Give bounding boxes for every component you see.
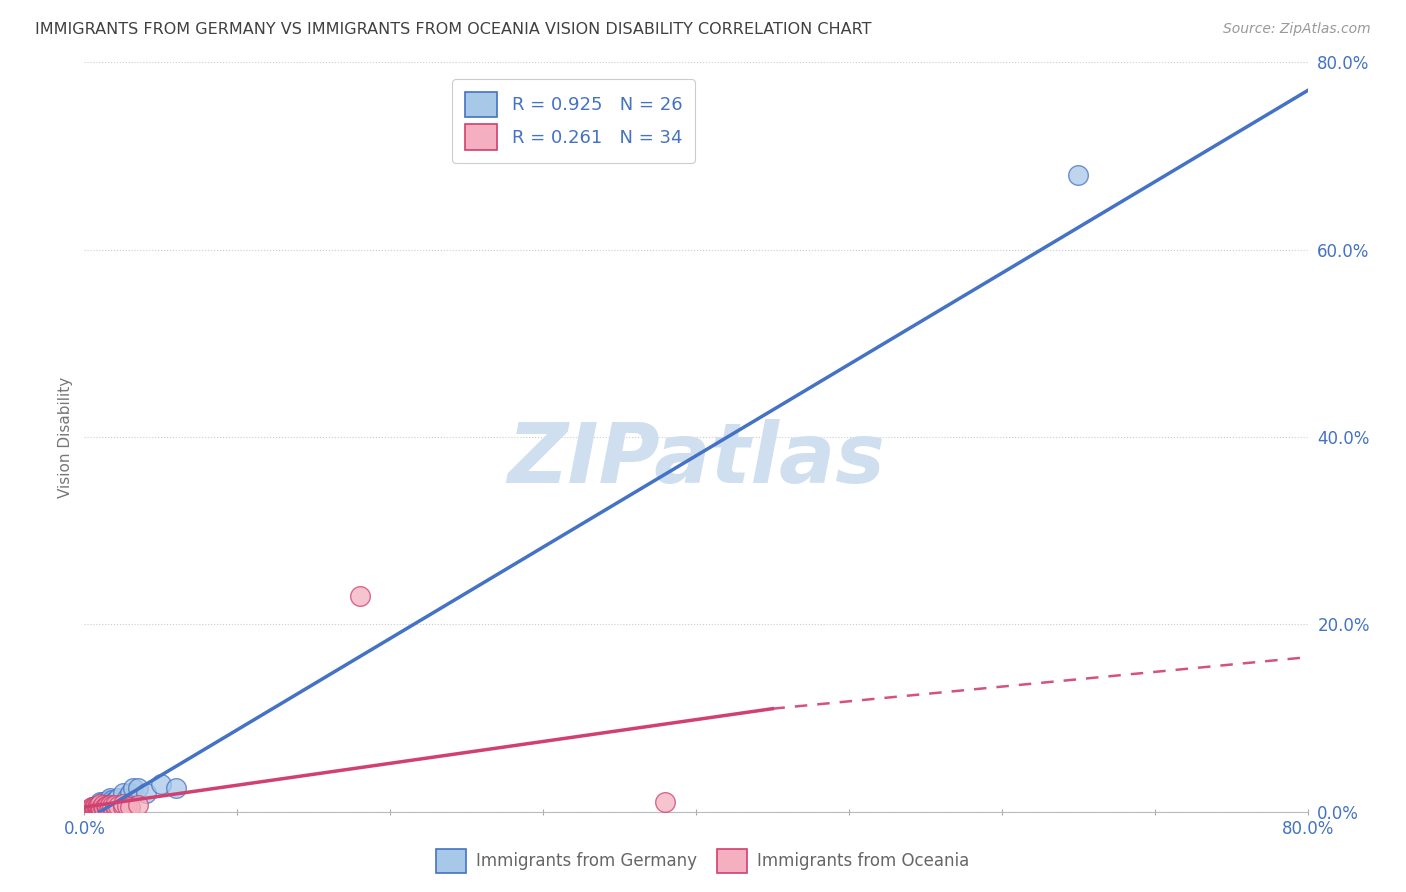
Point bbox=[89, 796, 111, 810]
Point bbox=[104, 800, 127, 814]
Point bbox=[107, 790, 129, 805]
Point bbox=[86, 798, 108, 813]
Point bbox=[86, 802, 108, 816]
Point bbox=[103, 796, 125, 810]
Point bbox=[120, 800, 142, 814]
Point bbox=[80, 800, 103, 814]
Point bbox=[80, 801, 103, 815]
Point bbox=[149, 776, 172, 791]
Point bbox=[91, 800, 114, 814]
Point bbox=[104, 798, 127, 813]
Legend: Immigrants from Germany, Immigrants from Oceania: Immigrants from Germany, Immigrants from… bbox=[430, 842, 976, 880]
Point bbox=[111, 786, 134, 800]
Point bbox=[77, 802, 100, 816]
Text: ZIPatlas: ZIPatlas bbox=[508, 419, 884, 500]
Point bbox=[93, 801, 115, 815]
Point bbox=[89, 800, 111, 814]
Point bbox=[79, 802, 101, 816]
Point bbox=[83, 802, 105, 816]
Point bbox=[98, 798, 121, 813]
Point bbox=[101, 799, 124, 814]
Point bbox=[87, 801, 110, 815]
Point bbox=[122, 781, 145, 796]
Point bbox=[97, 800, 120, 814]
Point bbox=[89, 802, 111, 816]
Point bbox=[93, 797, 115, 812]
Point bbox=[83, 800, 105, 814]
Point bbox=[84, 800, 107, 814]
Point bbox=[89, 798, 111, 813]
Text: IMMIGRANTS FROM GERMANY VS IMMIGRANTS FROM OCEANIA VISION DISABILITY CORRELATION: IMMIGRANTS FROM GERMANY VS IMMIGRANTS FR… bbox=[35, 22, 872, 37]
Point bbox=[80, 800, 103, 814]
Point bbox=[96, 796, 118, 810]
Point bbox=[96, 799, 118, 814]
Point bbox=[127, 798, 149, 813]
Point bbox=[80, 802, 103, 816]
Y-axis label: Vision Disability: Vision Disability bbox=[58, 376, 73, 498]
Point bbox=[165, 781, 187, 796]
Point bbox=[349, 590, 371, 604]
Point bbox=[97, 792, 120, 806]
Point bbox=[96, 801, 118, 815]
Point bbox=[104, 796, 127, 810]
Point bbox=[135, 786, 157, 800]
Point bbox=[120, 786, 142, 800]
Point bbox=[1067, 168, 1090, 182]
Point bbox=[101, 793, 124, 807]
Point bbox=[90, 801, 112, 815]
Point bbox=[654, 796, 676, 810]
Point bbox=[91, 798, 114, 813]
Legend: R = 0.925   N = 26, R = 0.261   N = 34: R = 0.925 N = 26, R = 0.261 N = 34 bbox=[453, 79, 695, 162]
Point bbox=[115, 790, 138, 805]
Point bbox=[87, 799, 110, 814]
Point bbox=[89, 800, 111, 814]
Point bbox=[84, 800, 107, 814]
Point bbox=[111, 800, 134, 814]
Text: Source: ZipAtlas.com: Source: ZipAtlas.com bbox=[1223, 22, 1371, 37]
Point bbox=[86, 800, 108, 814]
Point bbox=[84, 802, 107, 816]
Point bbox=[127, 781, 149, 796]
Point bbox=[105, 793, 128, 807]
Point bbox=[94, 799, 117, 814]
Point bbox=[111, 797, 134, 812]
Point bbox=[107, 799, 129, 814]
Point bbox=[98, 790, 121, 805]
Point bbox=[115, 799, 138, 814]
Point bbox=[89, 797, 111, 812]
Point bbox=[91, 796, 114, 810]
